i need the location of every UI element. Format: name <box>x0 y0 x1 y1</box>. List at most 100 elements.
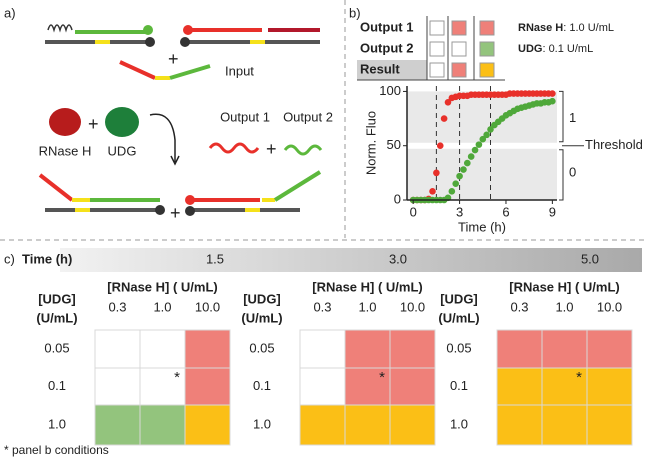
enzyme-label: UDG <box>108 143 137 158</box>
cell <box>344 329 391 369</box>
cell <box>541 367 588 406</box>
cell <box>389 404 436 446</box>
data-point <box>456 172 463 180</box>
bracket-label: 0 <box>569 164 576 179</box>
x-tick-label: 0 <box>410 204 417 219</box>
condition: UDG: 0.1 U/mL <box>518 43 593 55</box>
arrow-head <box>170 155 180 166</box>
panel-label: a) <box>4 5 16 20</box>
state-cell <box>479 41 495 57</box>
input-strand <box>119 60 211 80</box>
cell <box>184 367 231 406</box>
arrow <box>149 113 176 162</box>
data-point <box>467 153 475 160</box>
condition-value: : 1.0 U/mL <box>563 22 614 34</box>
data-point <box>460 166 467 173</box>
y-title: [UDG] <box>38 291 76 306</box>
y-title: [UDG] <box>440 291 478 306</box>
y-title: (U/mL) <box>36 310 77 325</box>
cell <box>94 367 141 406</box>
data-point <box>448 188 456 195</box>
row-label: 0.1 <box>450 378 468 393</box>
row-label: 0.05 <box>249 340 274 355</box>
row-label: Output 1 <box>360 19 413 34</box>
state-cell <box>429 41 445 57</box>
duplex-4 <box>185 170 322 216</box>
data-point <box>452 180 460 188</box>
row-label: 1.0 <box>253 416 271 431</box>
time-value: 5.0 <box>581 251 599 266</box>
udg-icon <box>105 107 139 137</box>
input-label: Input <box>225 63 254 78</box>
cell <box>586 404 633 446</box>
rnase-h-icon <box>49 108 81 136</box>
condition-name: UDG <box>518 43 542 55</box>
y-title: (U/mL) <box>438 310 479 325</box>
state-cell <box>451 62 467 78</box>
bracket <box>559 90 564 143</box>
column-label: 0.3 <box>108 299 126 314</box>
data-point <box>436 142 444 150</box>
cell <box>94 404 141 446</box>
row-label: 0.05 <box>44 340 69 355</box>
cell-mark: * <box>379 369 385 386</box>
column-label: 0.3 <box>313 299 331 314</box>
cell <box>541 329 588 369</box>
state-cell <box>479 20 495 36</box>
state-cell <box>451 20 467 36</box>
row-label: Result <box>360 61 400 76</box>
cell-mark: * <box>576 369 582 386</box>
cell <box>344 404 391 446</box>
x-tick-label: 9 <box>549 204 556 219</box>
row-label: 1.0 <box>48 416 66 431</box>
cell <box>299 404 346 446</box>
column-label: 10.0 <box>400 299 425 314</box>
output-2-strand <box>283 144 323 156</box>
y-title: [UDG] <box>243 291 281 306</box>
cell <box>586 367 633 406</box>
data-point <box>471 146 479 154</box>
plus: + <box>88 114 99 134</box>
data-point <box>483 131 490 139</box>
column-label: 10.0 <box>195 299 220 314</box>
state-cell <box>479 62 495 78</box>
row-label: 0.1 <box>48 378 66 393</box>
output-label: Output 1 <box>220 109 270 124</box>
row-label: 1.0 <box>450 416 468 431</box>
condition-value: : 0.1 U/mL <box>542 43 593 55</box>
plus: + <box>170 203 181 223</box>
output-label: Output 2 <box>283 109 333 124</box>
x-axis-title: Time (h) <box>458 219 506 234</box>
condition: RNase H: 1.0 U/mL <box>518 22 614 34</box>
bracket <box>559 149 564 201</box>
column-label: 10.0 <box>597 299 622 314</box>
cell <box>541 404 588 446</box>
time-value: 1.5 <box>206 251 224 266</box>
y-title: (U/mL) <box>241 310 282 325</box>
cell <box>389 329 436 369</box>
grids: 1.5 [RNase H] ( U/mL) 0.3 1.0 10.0 [UDG] (U/mL… <box>36 251 633 446</box>
cell <box>496 329 543 369</box>
cell <box>184 404 231 446</box>
panel-a: a) + Input + RNase H UDG Output 1 + Outp… <box>4 5 333 222</box>
data-point <box>440 115 448 122</box>
cell <box>389 367 436 406</box>
cell-mark: * <box>174 369 180 386</box>
y-tick-label: 50 <box>387 137 401 152</box>
row-label: 0.1 <box>253 378 271 393</box>
time-label: Time (h) <box>22 251 72 266</box>
plus: + <box>266 139 277 159</box>
y-axis-title: Norm. Fluo <box>363 111 378 175</box>
data-point <box>464 159 471 167</box>
condition-name: RNase H <box>518 22 563 34</box>
cell <box>299 329 346 369</box>
cell <box>94 329 141 369</box>
cell <box>496 404 543 446</box>
plus: + <box>168 49 179 69</box>
panel-label: b) <box>349 5 361 20</box>
x-tick-label: 6 <box>502 204 509 219</box>
data-point <box>429 188 436 195</box>
x-tick-label: 3 <box>456 204 463 219</box>
